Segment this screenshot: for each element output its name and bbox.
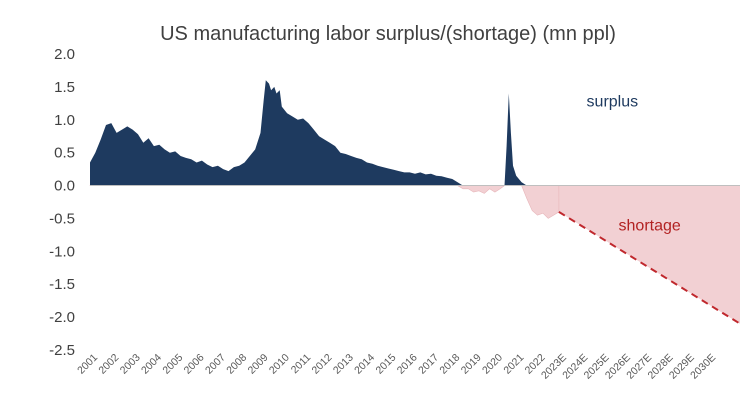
x-tick-label: 2015 xyxy=(373,352,398,377)
y-axis-ticks: 2.0 1.5 1.0 0.5 0.0 -0.5 -1.0 -1.5 -2.0 -2.5 xyxy=(49,46,75,359)
x-tick-label: 2009 xyxy=(246,352,271,377)
x-axis-ticks: 2001200220032004200520062007200820092010… xyxy=(75,352,718,382)
x-tick-label: 2018 xyxy=(437,352,462,377)
x-tick-label: 2012 xyxy=(310,352,335,377)
x-tick-label: 2008 xyxy=(224,352,249,377)
y-tick-label: 2.0 xyxy=(54,46,75,63)
shortage-label: shortage xyxy=(619,217,681,234)
y-tick-label: 1.5 xyxy=(54,79,75,96)
y-tick-label: 0.5 xyxy=(54,145,75,162)
x-tick-label: 2003 xyxy=(118,352,143,377)
annotations: surplus shortage xyxy=(587,94,681,235)
x-tick-label: 2002 xyxy=(96,352,121,377)
surplus-label: surplus xyxy=(587,94,639,111)
x-tick-label: 2013 xyxy=(331,352,356,377)
y-tick-label: -2.5 xyxy=(49,342,75,359)
x-tick-label: 2010 xyxy=(267,352,292,377)
y-tick-label: -1.0 xyxy=(49,243,75,260)
y-tick-label: -0.5 xyxy=(49,210,75,227)
y-tick-label: -1.5 xyxy=(49,276,75,293)
x-tick-label: 2016 xyxy=(395,352,420,377)
x-tick-label: 2019 xyxy=(459,352,484,377)
projected-shortage-area xyxy=(558,185,740,324)
x-tick-label: 2004 xyxy=(139,352,164,377)
surplus-area xyxy=(90,80,559,186)
x-tick-label: 2014 xyxy=(352,352,377,377)
shortage-layer xyxy=(89,185,740,324)
y-tick-label: -2.0 xyxy=(49,309,75,326)
x-tick-label: 2001 xyxy=(75,352,100,377)
x-tick-label: 2021 xyxy=(501,352,526,377)
y-tick-label: 1.0 xyxy=(54,112,75,129)
surplus-layer xyxy=(90,80,559,186)
x-tick-label: 2011 xyxy=(289,352,314,377)
x-tick-label: 2006 xyxy=(182,352,207,377)
chart-title: US manufacturing labor surplus/(shortage… xyxy=(160,23,616,45)
x-tick-label: 2017 xyxy=(416,352,441,377)
historical-shortage-area xyxy=(89,185,560,219)
x-tick-label: 2007 xyxy=(203,352,228,377)
x-tick-label: 2020 xyxy=(480,352,505,377)
x-tick-label: 2005 xyxy=(160,352,185,377)
y-tick-label: 0.0 xyxy=(54,178,75,195)
